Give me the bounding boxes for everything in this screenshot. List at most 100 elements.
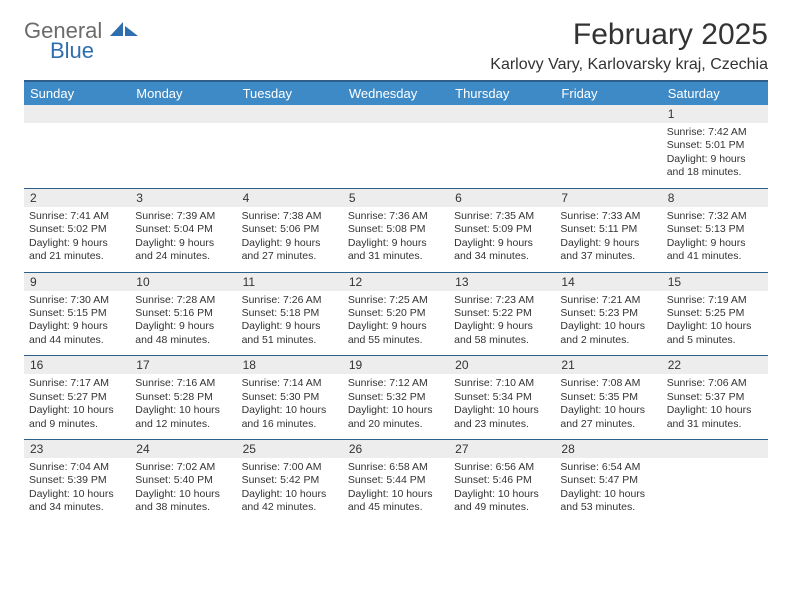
sunset-text: Sunset: 5:34 PM [454, 391, 550, 404]
daynum-row: 1 [24, 105, 768, 123]
day-cell: Sunrise: 7:08 AMSunset: 5:35 PMDaylight:… [555, 374, 661, 439]
daylight-text: Daylight: 9 hours and 41 minutes. [667, 237, 763, 264]
month-title: February 2025 [490, 18, 768, 52]
day-cell: Sunrise: 7:38 AMSunset: 5:06 PMDaylight:… [237, 207, 343, 272]
daynum-row: 2345678 [24, 188, 768, 207]
weekday-monday: Monday [130, 82, 236, 105]
day-number-cell: 14 [555, 272, 661, 291]
day-number-cell [449, 105, 555, 123]
sunrise-text: Sunrise: 7:19 AM [667, 294, 763, 307]
day-number-cell: 20 [449, 355, 555, 374]
sunrise-text: Sunrise: 7:17 AM [29, 377, 125, 390]
day-cell [662, 458, 768, 523]
day-number-cell [130, 105, 236, 123]
calendar-page: General Blue February 2025 Karlovy Vary,… [0, 0, 792, 533]
daylight-text: Daylight: 9 hours and 48 minutes. [135, 320, 231, 347]
day-content-row: Sunrise: 7:42 AMSunset: 5:01 PMDaylight:… [24, 123, 768, 188]
day-content-row: Sunrise: 7:04 AMSunset: 5:39 PMDaylight:… [24, 458, 768, 523]
daylight-text: Daylight: 9 hours and 21 minutes. [29, 237, 125, 264]
sunrise-text: Sunrise: 7:00 AM [242, 461, 338, 474]
day-cell: Sunrise: 7:26 AMSunset: 5:18 PMDaylight:… [237, 291, 343, 356]
day-number-cell: 4 [237, 188, 343, 207]
day-number-cell: 9 [24, 272, 130, 291]
day-cell [24, 123, 130, 188]
weekday-sunday: Sunday [24, 82, 130, 105]
sunset-text: Sunset: 5:37 PM [667, 391, 763, 404]
day-cell [555, 123, 661, 188]
day-cell: Sunrise: 7:00 AMSunset: 5:42 PMDaylight:… [237, 458, 343, 523]
sunset-text: Sunset: 5:27 PM [29, 391, 125, 404]
day-cell [343, 123, 449, 188]
daynum-row: 9101112131415 [24, 272, 768, 291]
day-number-cell: 26 [343, 439, 449, 458]
sunrise-text: Sunrise: 7:36 AM [348, 210, 444, 223]
sunset-text: Sunset: 5:02 PM [29, 223, 125, 236]
sunset-text: Sunset: 5:44 PM [348, 474, 444, 487]
day-number-cell: 12 [343, 272, 449, 291]
sunrise-text: Sunrise: 7:28 AM [135, 294, 231, 307]
day-number-cell: 21 [555, 355, 661, 374]
day-number-cell: 11 [237, 272, 343, 291]
day-number-cell: 5 [343, 188, 449, 207]
day-number-cell: 6 [449, 188, 555, 207]
sunrise-text: Sunrise: 7:26 AM [242, 294, 338, 307]
brand-logo: General Blue [24, 18, 144, 60]
sunset-text: Sunset: 5:39 PM [29, 474, 125, 487]
daylight-text: Daylight: 10 hours and 9 minutes. [29, 404, 125, 431]
daylight-text: Daylight: 10 hours and 42 minutes. [242, 488, 338, 515]
daylight-text: Daylight: 10 hours and 45 minutes. [348, 488, 444, 515]
daylight-text: Daylight: 10 hours and 34 minutes. [29, 488, 125, 515]
day-cell: Sunrise: 6:58 AMSunset: 5:44 PMDaylight:… [343, 458, 449, 523]
day-number-cell [555, 105, 661, 123]
sunset-text: Sunset: 5:30 PM [242, 391, 338, 404]
sunset-text: Sunset: 5:35 PM [560, 391, 656, 404]
day-number-cell: 8 [662, 188, 768, 207]
sunset-text: Sunset: 5:42 PM [242, 474, 338, 487]
day-cell: Sunrise: 7:33 AMSunset: 5:11 PMDaylight:… [555, 207, 661, 272]
day-number-cell: 15 [662, 272, 768, 291]
day-number-cell: 1 [662, 105, 768, 123]
daylight-text: Daylight: 9 hours and 44 minutes. [29, 320, 125, 347]
daylight-text: Daylight: 9 hours and 34 minutes. [454, 237, 550, 264]
sunset-text: Sunset: 5:01 PM [667, 139, 763, 152]
sunrise-text: Sunrise: 7:10 AM [454, 377, 550, 390]
day-number-cell [237, 105, 343, 123]
sunset-text: Sunset: 5:32 PM [348, 391, 444, 404]
day-cell: Sunrise: 7:21 AMSunset: 5:23 PMDaylight:… [555, 291, 661, 356]
sunset-text: Sunset: 5:13 PM [667, 223, 763, 236]
sunrise-text: Sunrise: 7:23 AM [454, 294, 550, 307]
sunrise-text: Sunrise: 7:02 AM [135, 461, 231, 474]
brand-word-2: Blue [50, 38, 94, 64]
day-number-cell: 23 [24, 439, 130, 458]
sunset-text: Sunset: 5:28 PM [135, 391, 231, 404]
daylight-text: Daylight: 10 hours and 23 minutes. [454, 404, 550, 431]
day-cell: Sunrise: 7:10 AMSunset: 5:34 PMDaylight:… [449, 374, 555, 439]
day-number-cell: 28 [555, 439, 661, 458]
sunset-text: Sunset: 5:06 PM [242, 223, 338, 236]
weekday-friday: Friday [555, 82, 661, 105]
day-content-row: Sunrise: 7:17 AMSunset: 5:27 PMDaylight:… [24, 374, 768, 439]
daylight-text: Daylight: 9 hours and 58 minutes. [454, 320, 550, 347]
sunset-text: Sunset: 5:04 PM [135, 223, 231, 236]
sunset-text: Sunset: 5:16 PM [135, 307, 231, 320]
weekday-header-row: Sunday Monday Tuesday Wednesday Thursday… [24, 82, 768, 105]
weekday-saturday: Saturday [662, 82, 768, 105]
day-cell: Sunrise: 7:19 AMSunset: 5:25 PMDaylight:… [662, 291, 768, 356]
sunrise-text: Sunrise: 7:32 AM [667, 210, 763, 223]
sunrise-text: Sunrise: 7:06 AM [667, 377, 763, 390]
day-cell: Sunrise: 7:42 AMSunset: 5:01 PMDaylight:… [662, 123, 768, 188]
day-number-cell [662, 439, 768, 458]
day-number-cell: 19 [343, 355, 449, 374]
daylight-text: Daylight: 10 hours and 27 minutes. [560, 404, 656, 431]
day-cell: Sunrise: 7:35 AMSunset: 5:09 PMDaylight:… [449, 207, 555, 272]
day-cell: Sunrise: 7:36 AMSunset: 5:08 PMDaylight:… [343, 207, 449, 272]
day-content-row: Sunrise: 7:30 AMSunset: 5:15 PMDaylight:… [24, 291, 768, 356]
daylight-text: Daylight: 10 hours and 49 minutes. [454, 488, 550, 515]
sunset-text: Sunset: 5:09 PM [454, 223, 550, 236]
day-number-cell [343, 105, 449, 123]
sunrise-text: Sunrise: 7:25 AM [348, 294, 444, 307]
sunset-text: Sunset: 5:11 PM [560, 223, 656, 236]
day-number-cell: 24 [130, 439, 236, 458]
sunset-text: Sunset: 5:47 PM [560, 474, 656, 487]
day-number-cell: 7 [555, 188, 661, 207]
